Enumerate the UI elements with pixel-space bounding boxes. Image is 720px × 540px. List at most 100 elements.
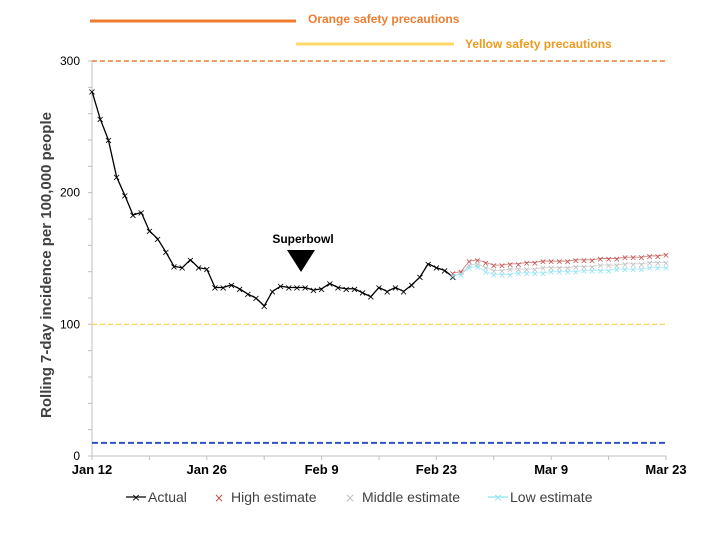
data-point-low-estimate: × — [457, 271, 465, 281]
data-point-low-estimate: × — [539, 269, 547, 279]
data-point-high-estimate: × — [564, 258, 572, 268]
data-point-high-estimate: × — [654, 252, 662, 262]
data-point-actual: × — [350, 284, 358, 295]
data-point-actual: × — [293, 283, 301, 294]
yellow-precautions-label: Yellow safety precautions — [465, 37, 612, 51]
series-line-low-estimate — [452, 265, 666, 277]
svg-text:×: × — [131, 491, 140, 504]
data-point-high-estimate: × — [646, 252, 654, 262]
data-point-actual: × — [317, 284, 325, 295]
data-point-actual: × — [203, 265, 211, 276]
data-point-actual: × — [252, 294, 260, 305]
y-axis-label: Rolling 7-day incidence per 100,000 peop… — [38, 112, 55, 418]
data-point-low-estimate: × — [449, 272, 457, 282]
data-point-middle-estimate: × — [556, 264, 564, 274]
data-point-actual: × — [194, 263, 202, 274]
data-point-actual: × — [211, 283, 219, 294]
data-point-high-estimate: × — [498, 262, 506, 272]
data-point-high-estimate: × — [556, 258, 564, 268]
data-point-middle-estimate: × — [506, 266, 514, 276]
data-point-actual: × — [268, 287, 276, 298]
superbowl-label: Superbowl — [272, 232, 333, 246]
data-point-high-estimate: × — [531, 259, 539, 269]
data-point-middle-estimate: × — [523, 266, 531, 276]
data-point-high-estimate: × — [621, 254, 629, 264]
data-point-actual: × — [162, 247, 170, 258]
data-point-high-estimate: × — [613, 255, 621, 265]
data-point-actual: × — [219, 283, 227, 294]
x-tick-label: Jan 12 — [72, 462, 112, 477]
data-point-high-estimate: × — [580, 256, 588, 266]
data-point-middle-estimate: × — [539, 264, 547, 274]
data-point-middle-estimate: × — [654, 259, 662, 269]
data-point-middle-estimate: × — [482, 264, 490, 274]
data-point-low-estimate: × — [506, 271, 514, 281]
legend-label-high: High estimate — [231, 489, 317, 505]
data-point-high-estimate: × — [465, 258, 473, 268]
data-point-actual: × — [334, 283, 342, 294]
data-point-middle-estimate: × — [662, 259, 670, 269]
data-point-actual: × — [170, 262, 178, 273]
y-tick-label: 0 — [73, 449, 80, 463]
legend-item-actual: × Actual — [126, 489, 187, 505]
data-point-actual: × — [440, 266, 448, 277]
x-tick-label: Mar 23 — [645, 462, 686, 477]
data-point-actual: × — [244, 290, 252, 301]
orange-precautions-label: Orange safety precautions — [308, 12, 460, 26]
data-point-low-estimate: × — [572, 268, 580, 278]
data-point-high-estimate: × — [506, 260, 514, 270]
data-point-low-estimate: × — [515, 269, 523, 279]
data-point-middle-estimate: × — [531, 266, 539, 276]
data-point-high-estimate: × — [474, 256, 482, 266]
data-point-actual: × — [408, 280, 416, 291]
series-line-high-estimate — [452, 254, 667, 274]
svg-text:×: × — [493, 491, 502, 504]
data-point-high-estimate: × — [547, 258, 555, 268]
x-tick-label: Jan 26 — [187, 462, 227, 477]
data-point-low-estimate: × — [523, 269, 531, 279]
svg-text:×: × — [214, 491, 224, 505]
data-point-middle-estimate: × — [498, 267, 506, 277]
data-point-actual: × — [432, 263, 440, 274]
data-point-low-estimate: × — [621, 266, 629, 276]
data-point-actual: × — [326, 279, 334, 290]
data-point-actual: × — [137, 208, 145, 219]
data-point-middle-estimate: × — [629, 260, 637, 270]
data-point-middle-estimate: × — [474, 260, 482, 270]
data-point-high-estimate: × — [629, 254, 637, 264]
data-point-high-estimate: × — [572, 256, 580, 266]
svg-text:×: × — [345, 491, 355, 505]
data-point-low-estimate: × — [613, 266, 621, 276]
legend-label-low: Low estimate — [510, 489, 593, 505]
data-point-low-estimate: × — [654, 264, 662, 274]
data-point-actual: × — [121, 191, 129, 202]
data-point-middle-estimate: × — [572, 263, 580, 273]
data-point-low-estimate: × — [662, 264, 670, 274]
data-point-high-estimate: × — [523, 259, 531, 269]
data-point-low-estimate: × — [580, 267, 588, 277]
x-tick-label: Feb 23 — [416, 462, 457, 477]
data-point-middle-estimate: × — [547, 264, 555, 274]
data-point-middle-estimate: × — [465, 262, 473, 272]
data-point-high-estimate: × — [588, 256, 596, 266]
data-point-actual: × — [367, 292, 375, 303]
data-point-low-estimate: × — [646, 264, 654, 274]
data-point-actual: × — [358, 288, 366, 299]
data-point-high-estimate: × — [605, 255, 613, 265]
data-point-actual: × — [449, 272, 457, 283]
data-point-actual: × — [383, 287, 391, 298]
data-point-actual: × — [375, 283, 383, 294]
data-point-middle-estimate: × — [613, 262, 621, 272]
x-tick-label: Feb 9 — [305, 462, 339, 477]
data-point-actual: × — [424, 259, 432, 270]
data-point-high-estimate: × — [490, 262, 498, 272]
data-point-actual: × — [260, 301, 268, 312]
data-point-low-estimate: × — [490, 271, 498, 281]
superbowl-marker — [287, 250, 315, 272]
data-point-middle-estimate: × — [490, 267, 498, 277]
legend-item-high: × High estimate — [214, 489, 317, 505]
data-point-high-estimate: × — [457, 268, 465, 278]
data-point-actual: × — [112, 172, 120, 183]
x-tick-label: Mar 9 — [534, 462, 568, 477]
